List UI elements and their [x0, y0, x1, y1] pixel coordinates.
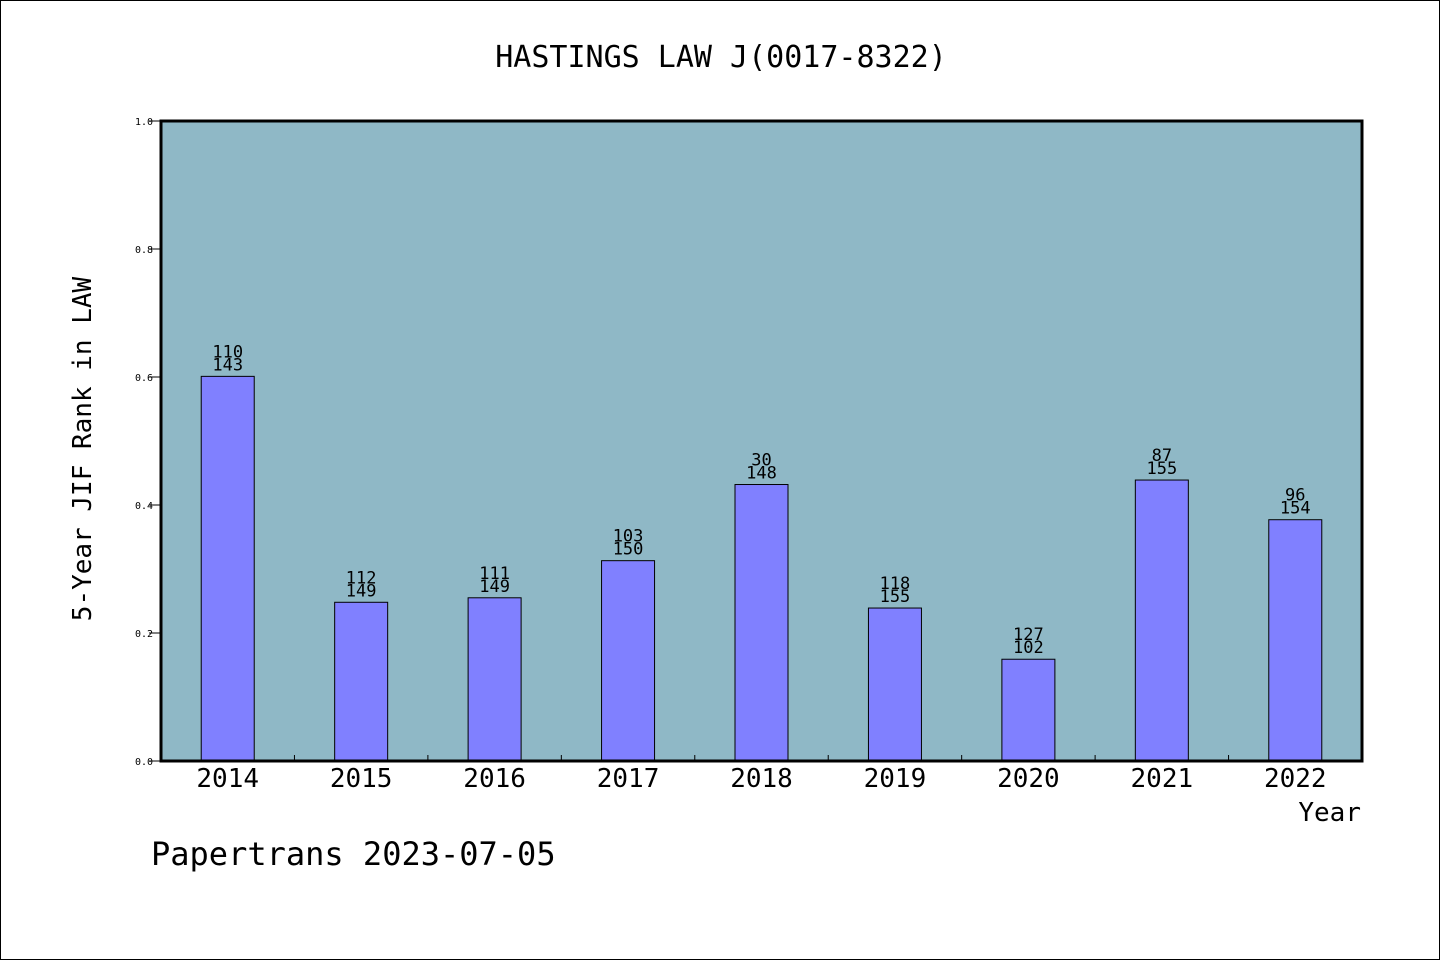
footer-credit: Papertrans 2023-07-05 [151, 835, 556, 873]
bar-2022 [1268, 519, 1323, 762]
y-tick-label: 1.0 [135, 117, 153, 128]
x-tick-label-2017: 2017 [597, 764, 660, 794]
y-tick-label: 0.6 [135, 373, 153, 384]
x-tick-label-2018: 2018 [730, 764, 793, 794]
x-tick-label-2019: 2019 [864, 764, 927, 794]
bar-label-bottom-2018: 148 [746, 464, 777, 484]
x-axis: 2014 2015 2016 2017 2018 2019 2020 2021 2022 [196, 755, 1327, 794]
bar-2019 [867, 607, 922, 762]
bar-2015 [334, 601, 389, 762]
bar-label-bottom-2016: 149 [479, 577, 510, 597]
y-tick-label: 0.4 [135, 501, 153, 512]
bar-2014 [200, 375, 255, 762]
bar-label-bottom-2022: 154 [1280, 499, 1311, 519]
bar-label-top-2016: 111 [479, 564, 510, 584]
bar-2020 [1001, 658, 1056, 762]
bar-label-bottom-2020: 102 [1013, 638, 1044, 658]
y-axis-label: 5-Year JIF Rank in LAW [68, 276, 98, 621]
x-tick-label-2014: 2014 [196, 764, 259, 794]
bar-label-top-2021: 87 [1152, 446, 1172, 466]
bar-2018 [734, 484, 789, 762]
y-tick-label: 0.2 [135, 629, 153, 640]
y-tick-label: 0.8 [135, 245, 153, 256]
bar-label-top-2019: 118 [880, 574, 911, 594]
bar-label-top-2018: 30 [751, 451, 771, 471]
x-tick-label-2020: 2020 [997, 764, 1060, 794]
bar-label-top-2015: 112 [346, 568, 377, 588]
x-tick-label-2021: 2021 [1131, 764, 1194, 794]
bar-2017 [601, 560, 656, 762]
bar-label-top-2017: 103 [613, 527, 644, 547]
bar-label-bottom-2021: 155 [1146, 459, 1177, 479]
y-axis: 0.0 0.2 0.4 0.6 0.8 1.0 [135, 117, 161, 768]
bar-2021 [1134, 479, 1189, 762]
chart-title: HASTINGS LAW J(0017-8322) [495, 40, 947, 75]
bar-label-bottom-2019: 155 [880, 587, 911, 607]
bar-label-bottom-2017: 150 [613, 540, 644, 560]
bar-label-bottom-2015: 149 [346, 581, 377, 601]
bar-2016 [467, 597, 522, 762]
x-tick-label-2016: 2016 [463, 764, 526, 794]
x-tick-label-2015: 2015 [330, 764, 393, 794]
x-tick-label-2022: 2022 [1264, 764, 1327, 794]
bar-label-top-2022: 96 [1285, 486, 1305, 506]
plot-border [159, 119, 1364, 763]
bar-label-bottom-2014: 143 [212, 355, 243, 375]
bars-group: 1101431121491111491031503014811815512710… [200, 342, 1323, 762]
x-axis-label: Year [1298, 798, 1361, 828]
y-tick-label: 0.0 [135, 757, 153, 768]
bar-label-top-2014: 110 [212, 342, 243, 362]
bar-label-top-2020: 127 [1013, 625, 1044, 645]
